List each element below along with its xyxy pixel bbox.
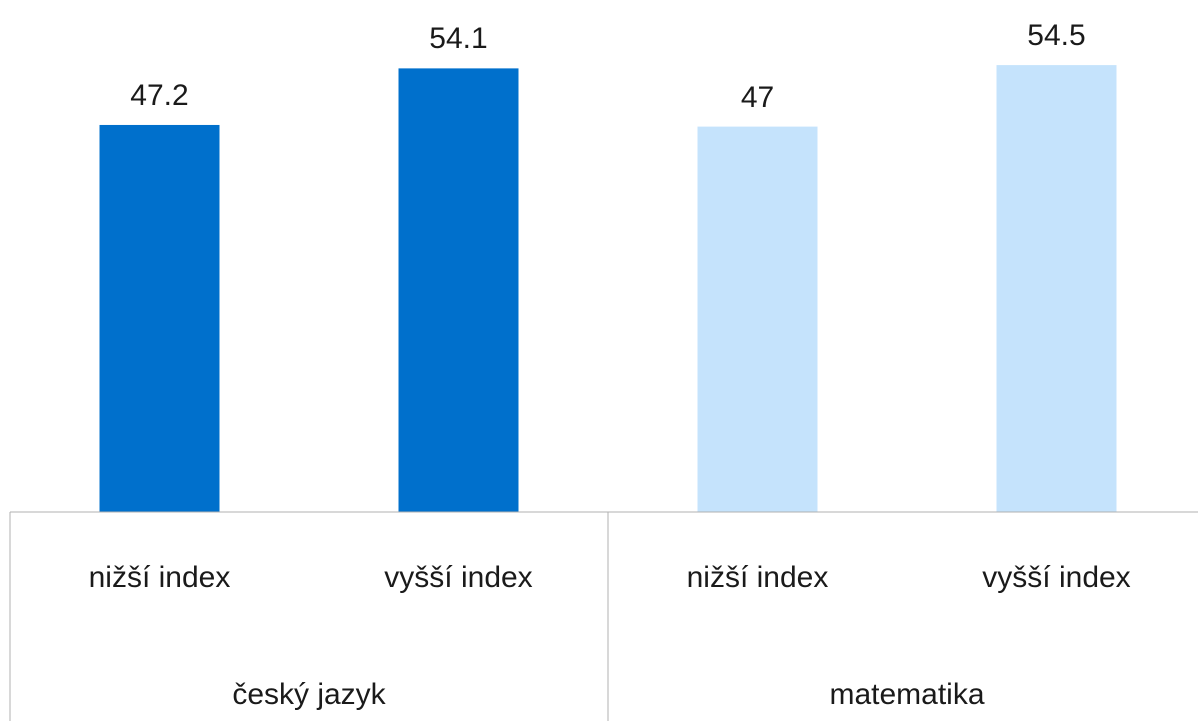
bar [697,126,818,512]
x-tick-label: vyšší index [384,561,533,594]
bar [99,124,220,513]
bar [996,65,1117,512]
x-tick-label: nižší index [686,561,829,594]
x-tick-label: vyšší index [982,561,1131,594]
value-label: 54.1 [429,22,488,56]
group-label: matematika [829,678,985,711]
value-label: 54.5 [1027,19,1086,53]
group-label: český jazyk [232,678,386,711]
bar [398,68,519,512]
value-label: 47.2 [130,78,189,112]
x-tick-label: nižší index [88,561,231,594]
value-label: 47 [740,80,775,114]
